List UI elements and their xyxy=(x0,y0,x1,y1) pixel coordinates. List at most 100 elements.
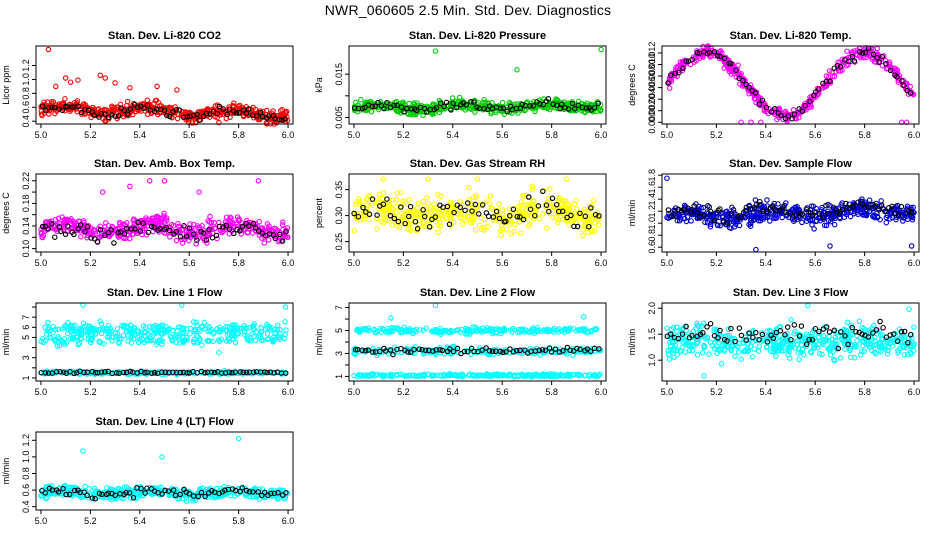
panel-4: Stan. Dev. Amb. Box Temp.degrees C5.0 5.2… xyxy=(1,158,294,268)
data-point xyxy=(448,107,454,113)
data-point xyxy=(176,107,183,113)
data-point xyxy=(856,318,863,325)
data-point xyxy=(779,214,785,221)
data-point xyxy=(227,219,234,225)
data-point xyxy=(484,197,490,204)
data-point xyxy=(668,72,674,78)
data-point xyxy=(179,108,186,115)
data-point xyxy=(537,101,543,107)
y-tick-label: 3 xyxy=(21,355,31,360)
data-point xyxy=(151,224,157,230)
data-point xyxy=(442,215,449,222)
data-point xyxy=(664,175,670,181)
data-point xyxy=(496,201,502,207)
data-point xyxy=(527,103,533,109)
data-point xyxy=(141,226,148,232)
data-point xyxy=(233,219,240,226)
data-point xyxy=(799,108,806,115)
data-point xyxy=(883,61,889,67)
data-point xyxy=(226,230,233,237)
data-point xyxy=(463,102,470,108)
x-tick-label: 5.0 xyxy=(661,258,674,268)
data-point xyxy=(876,59,882,66)
data-point xyxy=(243,110,250,117)
data-point xyxy=(97,72,104,79)
data-point xyxy=(75,103,81,110)
data-point xyxy=(683,58,689,64)
data-point xyxy=(752,90,759,96)
x-tick-label: 6.0 xyxy=(595,258,608,268)
data-point xyxy=(115,229,121,236)
data-point xyxy=(38,229,45,236)
y-tick-label: 6 xyxy=(21,325,31,330)
data-points xyxy=(38,178,291,247)
x-tick-label: 5.6 xyxy=(496,258,509,268)
data-point xyxy=(190,231,197,237)
data-point xyxy=(907,90,914,96)
data-point xyxy=(425,176,431,182)
data-point xyxy=(450,100,456,107)
data-point xyxy=(679,58,686,65)
x-tick-label: 5.2 xyxy=(84,130,97,140)
data-point xyxy=(39,104,45,110)
y-tick-label: 0.000 xyxy=(647,111,657,134)
data-point xyxy=(240,107,247,113)
data-point xyxy=(69,104,75,110)
data-point xyxy=(285,234,291,241)
x-tick-label: 5.6 xyxy=(183,130,196,140)
data-point xyxy=(758,119,764,126)
data-point xyxy=(466,197,472,203)
data-point xyxy=(141,105,147,112)
data-point xyxy=(457,199,463,205)
data-point xyxy=(102,224,108,230)
data-point xyxy=(680,65,686,72)
panel-title: Stan. Dev. Amb. Box Temp. xyxy=(94,158,235,170)
data-point xyxy=(856,49,863,55)
data-point xyxy=(245,106,252,112)
y-axis-label: ml/min xyxy=(314,329,324,356)
data-point xyxy=(558,101,565,107)
y-axis-label: percent xyxy=(314,197,324,228)
data-point xyxy=(736,72,742,78)
y-tick-label: 0.35 xyxy=(334,181,344,199)
data-point xyxy=(581,314,587,320)
data-point xyxy=(476,222,483,228)
y-tick-label: 3 xyxy=(334,351,344,356)
data-point xyxy=(60,219,66,226)
data-point xyxy=(68,106,74,113)
data-point xyxy=(413,107,420,114)
data-point xyxy=(82,107,88,113)
data-point xyxy=(375,99,381,106)
data-point xyxy=(851,58,858,64)
data-point xyxy=(125,111,131,118)
y-axis-label: ml/min xyxy=(627,200,637,227)
data-point xyxy=(450,218,457,225)
x-tick-label: 5.8 xyxy=(545,258,558,268)
data-point xyxy=(39,112,45,119)
data-point xyxy=(763,106,770,113)
y-axis-label: degrees C xyxy=(627,64,637,106)
data-point xyxy=(175,220,181,227)
data-point xyxy=(216,119,222,126)
data-point xyxy=(91,236,98,242)
data-point xyxy=(166,227,173,234)
data-point xyxy=(497,105,504,111)
data-point xyxy=(879,53,886,60)
data-point xyxy=(763,104,770,111)
data-point xyxy=(216,103,223,110)
data-point xyxy=(802,102,808,109)
data-point xyxy=(112,80,118,86)
data-point xyxy=(764,197,770,203)
data-point xyxy=(231,103,237,110)
data-point xyxy=(471,98,478,105)
data-point xyxy=(234,226,240,233)
data-point xyxy=(488,110,494,117)
data-point xyxy=(56,106,62,112)
data-point xyxy=(812,89,819,95)
data-point xyxy=(844,48,850,54)
x-tick-label: 6.0 xyxy=(282,258,295,268)
data-point xyxy=(436,97,442,104)
data-point xyxy=(375,106,382,113)
